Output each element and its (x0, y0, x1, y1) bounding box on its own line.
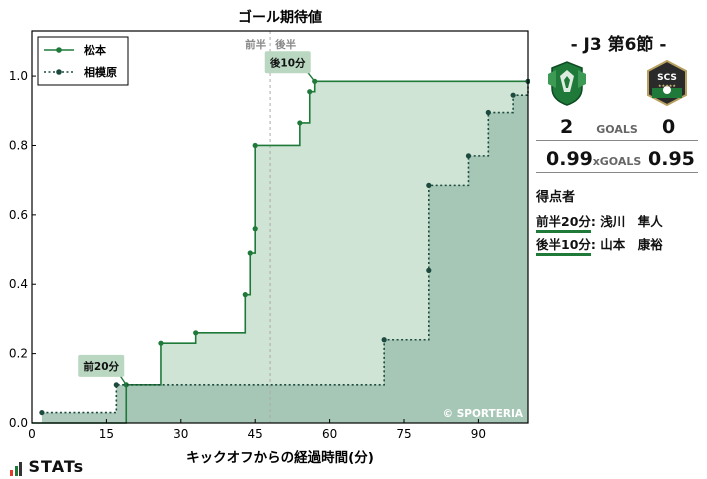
y-tick-label: 1.0 (9, 69, 28, 83)
brand-name: STATs (28, 457, 85, 476)
svg-text:★★★★★: ★★★★★ (658, 83, 676, 88)
scorer-name: : 浅川 隼人 (590, 214, 663, 229)
xgoals-row: 0.99 xGOALS 0.95 (536, 148, 698, 173)
area-away (41, 81, 529, 423)
goal-annotation-box (264, 51, 311, 74)
x-tick-label: 75 (396, 427, 411, 441)
xgoals-label: xGOALS (592, 155, 642, 168)
data-point (193, 330, 199, 336)
scorers-title: 得点者 (536, 190, 576, 205)
legend-marker (56, 47, 62, 53)
chart-title: ゴール期待値 (238, 9, 322, 26)
data-point (247, 250, 253, 256)
away-crest-abbr: SCS (657, 73, 677, 83)
data-point (252, 226, 258, 232)
data-point (465, 153, 472, 159)
series-line-away (41, 81, 529, 414)
y-tick-label: 0.8 (9, 138, 28, 152)
legend-label: 松本 (84, 43, 106, 57)
data-point (510, 92, 516, 98)
away-team-crest-icon: SCS ★★★★★ (647, 59, 687, 107)
stats-logo: STATs (10, 457, 84, 476)
plot-frame (31, 30, 529, 424)
y-tick-label: 0.6 (9, 208, 28, 222)
home-xg: 0.99 (546, 148, 593, 170)
away-xg: 0.95 (648, 148, 695, 170)
match-panel: - J3 第6節 - SCS ★★★★★ 2 GOALS 0 0.99 xGOA… (530, 0, 707, 479)
data-point (426, 267, 432, 273)
data-point (307, 89, 313, 95)
x-tick-label: 45 (248, 427, 263, 441)
x-tick-label: 30 (173, 427, 188, 441)
data-point (381, 337, 387, 343)
x-tick-label: 0 (28, 427, 36, 441)
legend-marker (56, 69, 62, 75)
data-point (485, 109, 491, 116)
goals-label: GOALS (596, 123, 638, 136)
area-home (32, 81, 528, 423)
scorer-time: 前半20分 (536, 214, 591, 233)
y-tick-label: 0.2 (9, 347, 28, 361)
match-title: - J3 第6節 - (570, 35, 667, 55)
data-point (113, 382, 119, 388)
x-axis-label: キックオフからの経過時間(分) (186, 449, 374, 466)
home-goals: 2 (560, 116, 574, 138)
scorer-name: : 山本 康裕 (590, 237, 663, 252)
watermark: © SPORTERIA (443, 408, 524, 420)
x-tick-label: 90 (471, 427, 486, 441)
half-label-second: 後半 (274, 38, 296, 51)
x-tick-label: 15 (99, 427, 114, 441)
legend-box (37, 36, 129, 86)
data-point (158, 340, 164, 346)
data-point (242, 292, 248, 298)
home-team-crest-icon (548, 61, 586, 106)
data-point (297, 120, 303, 126)
scorer-item: 後半10分: 山本 康裕 (536, 234, 663, 256)
away-goals: 0 (662, 116, 676, 138)
data-point (39, 409, 45, 416)
scorer-time: 後半10分 (536, 237, 591, 256)
goal-annotation-label: 後10分 (269, 56, 306, 69)
stats-bars-icon (10, 457, 24, 476)
data-point (252, 142, 258, 149)
y-tick-label: 0.4 (9, 277, 28, 291)
goals-row: 2 GOALS 0 (536, 116, 698, 141)
scorer-item: 前半20分: 浅川 隼人 (536, 211, 663, 233)
goal-annotation-label: 前20分 (83, 360, 119, 373)
data-point (426, 182, 432, 188)
half-label-first: 前半 (245, 38, 266, 51)
legend-label: 相模原 (84, 65, 117, 79)
x-tick-label: 60 (322, 427, 337, 441)
goal-annotation-box (78, 354, 125, 377)
y-tick-label: 0.0 (9, 416, 28, 430)
